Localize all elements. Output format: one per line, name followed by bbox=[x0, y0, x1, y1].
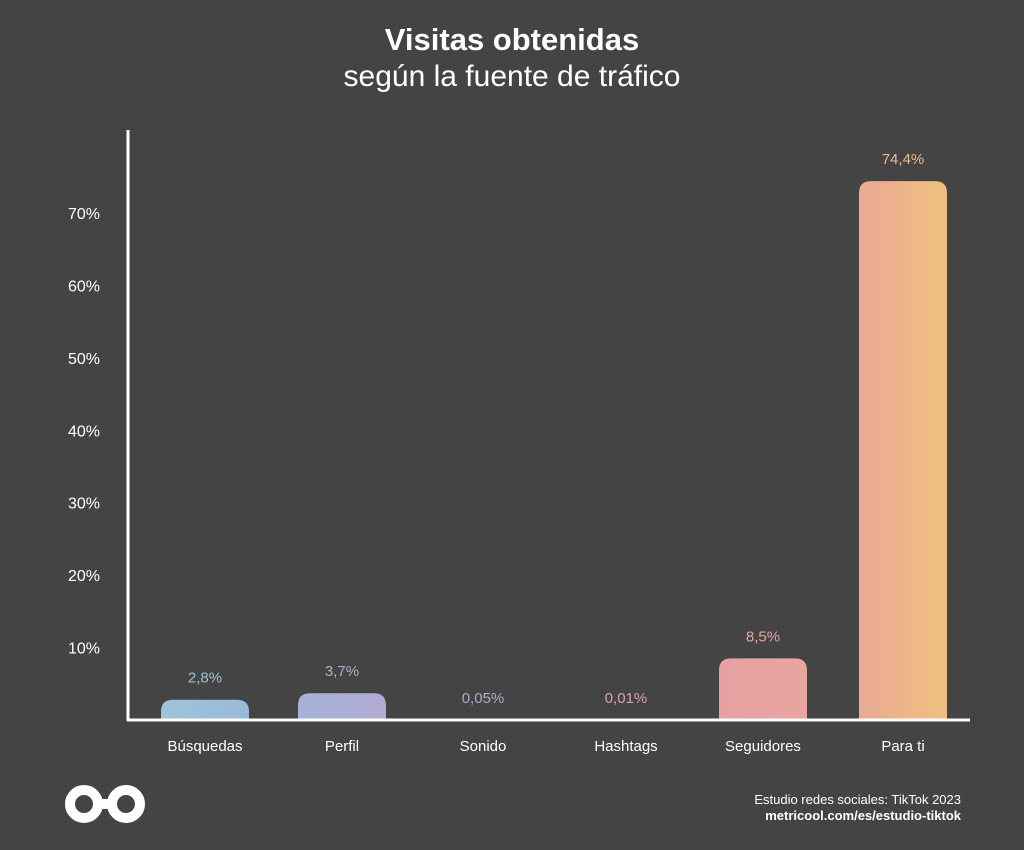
y-tick-label: 60% bbox=[68, 278, 100, 295]
x-axis-ticks: Búsquedas Perfil Sonido Hashtags Seguidores P… bbox=[167, 738, 924, 755]
data-label: 74,4% bbox=[882, 151, 925, 168]
y-tick-label: 50% bbox=[68, 351, 100, 368]
x-tick-label: Hashtags bbox=[594, 738, 657, 755]
data-label: 8,5% bbox=[746, 628, 780, 645]
x-tick-label: Perfil bbox=[325, 738, 359, 755]
bar-seguidores bbox=[719, 658, 807, 720]
footer-source: Estudio redes sociales: TikTok 2023 bbox=[754, 792, 961, 807]
y-tick-label: 10% bbox=[68, 641, 100, 658]
data-labels-layer: 2,8% 3,7% 0,05% 0,01% 8,5% 74,4% bbox=[188, 151, 924, 707]
y-axis-ticks: 10% 20% 30% 40% 50% 60% 70% bbox=[68, 206, 100, 658]
y-tick-label: 30% bbox=[68, 496, 100, 513]
metricool-logo-icon bbox=[65, 785, 145, 823]
chart-subtitle: según la fuente de tráfico bbox=[343, 60, 681, 93]
x-tick-label: Sonido bbox=[460, 738, 507, 755]
bar-para-ti bbox=[859, 181, 947, 721]
y-tick-label: 20% bbox=[68, 568, 100, 585]
data-label: 3,7% bbox=[325, 663, 359, 680]
bar-búsquedas bbox=[161, 699, 249, 720]
x-tick-label: Para ti bbox=[881, 738, 924, 755]
data-label: 0,01% bbox=[605, 690, 648, 707]
chart-title: Visitas obtenidas bbox=[384, 22, 640, 57]
data-label: 2,8% bbox=[188, 670, 222, 687]
footer-url: metricool.com/es/estudio-tiktok bbox=[765, 808, 961, 823]
bars-layer bbox=[161, 181, 947, 721]
x-tick-label: Seguidores bbox=[725, 738, 801, 755]
y-tick-label: 40% bbox=[68, 423, 100, 440]
x-tick-label: Búsquedas bbox=[167, 738, 242, 755]
bar-perfil bbox=[298, 693, 386, 720]
y-tick-label: 70% bbox=[68, 206, 100, 223]
data-label: 0,05% bbox=[462, 690, 505, 707]
